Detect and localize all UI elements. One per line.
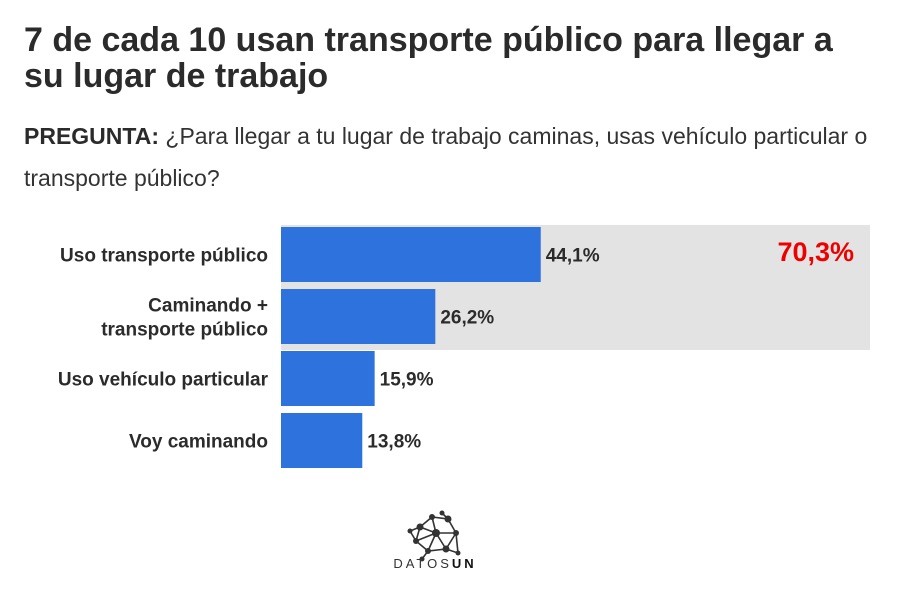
category-label: Voy caminando: [129, 432, 268, 453]
value-label: 15,9%: [380, 370, 434, 391]
category-label-line: Uso vehículo particular: [58, 370, 269, 391]
bar: [281, 227, 541, 282]
category-label: Caminando + transporte público: [101, 296, 268, 341]
logo-text-light: DATOS: [393, 556, 452, 571]
highlight-label: 70,3%: [777, 237, 854, 267]
category-label: Uso transporte público: [60, 246, 268, 267]
chart-title: 7 de cada 10 usan transporte público par…: [24, 21, 833, 95]
logo-text: DATOSUN: [380, 556, 490, 571]
bar: [281, 413, 363, 468]
value-label: 26,2%: [440, 308, 494, 329]
category-label: Uso vehículo particular: [58, 370, 269, 391]
category-label-line: Caminando +: [148, 296, 268, 317]
value-label: 13,8%: [367, 432, 421, 453]
category-label-line: Voy caminando: [129, 432, 268, 453]
logo-text-bold: UN: [451, 556, 477, 571]
question: PREGUNTA: ¿Para llegar a tu lugar de tra…: [24, 115, 874, 199]
question-text: ¿Para llegar a tu lugar de trabajo camin…: [24, 123, 868, 191]
bar: [281, 289, 436, 344]
question-prefix: PREGUNTA:: [24, 123, 160, 149]
category-label-line: Uso transporte público: [60, 246, 268, 267]
value-label: 44,1%: [546, 246, 600, 267]
category-label-line: transporte público: [101, 320, 268, 341]
network-logo-icon: [407, 510, 461, 562]
bar: [281, 351, 375, 406]
